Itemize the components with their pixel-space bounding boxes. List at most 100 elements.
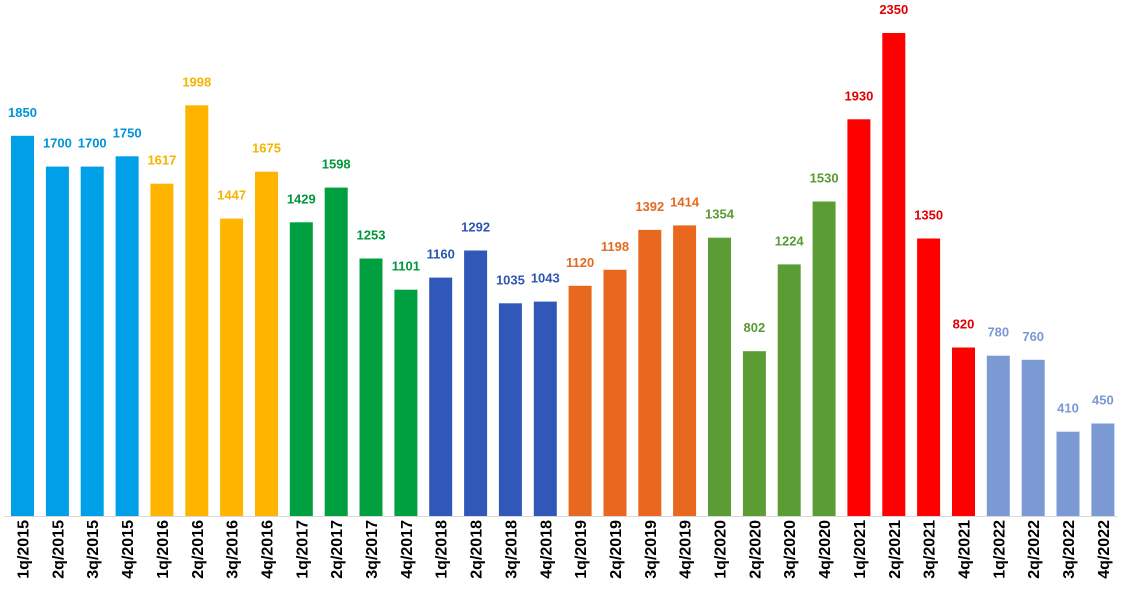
bar-1q-2020 [708,237,731,516]
x-tick-label-4q-2021: 4q/2021 [957,520,974,579]
x-axis-tick-labels: 1q/2015 2q/2015 3q/2015 4q/2015 1q/2016 2q/20… [16,520,1113,579]
x-tick-label-4q-2016: 4q/2016 [260,520,277,579]
x-tick-label-4q-2019: 4q/2019 [678,520,695,579]
data-label-3q-2020: 1224 [775,233,805,248]
data-labels-layer: 1850 1700 1700 1750 1617 1998 1447 1675 1429 1598… [8,2,1114,416]
bar-2q-2015 [45,166,69,516]
x-tick-label-2q-2017: 2q/2017 [329,520,346,579]
x-tick-label-1q-2020: 1q/2020 [713,520,730,579]
bar-2q-2019 [603,269,627,516]
bar-3q-2019 [638,229,662,516]
bar-2q-2020 [742,351,766,516]
data-label-2q-2021: 2350 [879,2,908,17]
x-tick-label-4q-2015: 4q/2015 [120,520,137,579]
data-label-1q-2021: 1930 [844,88,873,103]
data-label-3q-2019: 1392 [635,199,664,214]
bar-2q-2021 [882,33,906,516]
data-label-1q-2020: 1354 [705,207,735,222]
bar-1q-2017 [289,222,313,517]
x-tick-label-1q-2017: 1q/2017 [294,520,311,579]
data-label-2q-2019: 1198 [601,239,629,254]
x-tick-label-2q-2016: 2q/2016 [190,520,207,579]
data-label-4q-2020: 1530 [810,171,839,186]
bar-1q-2019 [568,285,592,516]
bar-2q-2022 [1021,359,1045,516]
data-label-3q-2017: 1253 [357,228,386,243]
data-label-3q-2021: 1350 [914,208,943,223]
x-tick-label-3q-2022: 3q/2022 [1061,520,1078,579]
bar-3q-2018 [498,303,522,516]
data-label-2q-2020: 802 [744,320,766,335]
bar-4q-2018 [533,301,557,516]
bar-1q-2018 [429,277,453,516]
data-label-1q-2019: 1120 [566,255,594,270]
x-tick-label-4q-2018: 4q/2018 [538,520,555,579]
bar-1q-2022 [986,355,1010,516]
data-label-4q-2017: 1101 [392,259,420,274]
x-tick-label-3q-2020: 3q/2020 [782,520,799,579]
data-label-4q-2021: 820 [953,317,975,332]
x-tick-label-3q-2015: 3q/2015 [85,520,102,579]
x-tick-label-3q-2018: 3q/2018 [503,520,520,579]
x-tick-label-3q-2021: 3q/2021 [922,520,939,579]
data-label-3q-2018: 1035 [496,272,525,287]
bar-2q-2016 [185,105,209,517]
x-tick-label-1q-2022: 1q/2022 [991,520,1008,579]
bar-3q-2017 [359,258,383,516]
x-tick-label-2q-2019: 2q/2019 [608,520,625,579]
x-tick-label-1q-2021: 1q/2021 [852,520,869,579]
data-label-2q-2015: 1700 [43,136,72,151]
x-tick-label-1q-2018: 1q/2018 [434,520,451,579]
bar-1q-2016 [150,183,174,516]
data-label-2q-2022: 760 [1022,329,1044,344]
x-tick-label-3q-2016: 3q/2016 [225,520,242,579]
x-tick-label-2q-2021: 2q/2021 [887,520,904,579]
data-label-1q-2016: 1617 [147,153,176,168]
data-label-3q-2015: 1700 [78,136,107,151]
bar-2q-2018 [464,250,488,516]
bar-1q-2021 [847,119,871,517]
x-tick-label-1q-2016: 1q/2016 [155,520,172,579]
data-label-4q-2022: 450 [1092,393,1114,408]
data-label-1q-2015: 1850 [8,105,37,120]
data-label-4q-2019: 1414 [670,194,700,209]
bar-3q-2015 [80,166,104,516]
data-label-4q-2016: 1675 [252,141,281,156]
x-tick-label-2q-2022: 2q/2022 [1026,520,1043,579]
bar-4q-2016 [255,171,278,516]
x-tick-label-1q-2019: 1q/2019 [573,520,590,579]
data-label-4q-2018: 1043 [531,271,560,286]
bars-layer [11,33,1115,517]
x-tick-label-4q-2020: 4q/2020 [817,520,834,579]
bar-4q-2022 [1091,423,1115,516]
data-label-2q-2016: 1998 [182,74,211,89]
data-label-3q-2022: 410 [1057,401,1079,416]
bar-3q-2020 [777,264,801,516]
data-label-1q-2017: 1429 [287,191,316,206]
data-label-2q-2017: 1598 [322,157,351,172]
bar-4q-2019 [673,225,697,516]
x-tick-label-2q-2018: 2q/2018 [469,520,486,579]
data-label-3q-2016: 1447 [217,188,246,203]
x-tick-label-4q-2022: 4q/2022 [1096,520,1113,579]
x-tick-label-2q-2015: 2q/2015 [50,520,67,579]
bar-4q-2020 [812,201,836,516]
bar-2q-2017 [324,187,348,516]
bar-3q-2021 [917,238,941,516]
bar-4q-2021 [952,347,975,516]
data-label-1q-2022: 780 [987,325,1009,340]
bar-3q-2022 [1056,431,1080,516]
data-label-1q-2018: 1160 [427,247,455,262]
bar-1q-2015 [11,135,34,517]
x-tick-label-3q-2019: 3q/2019 [643,520,660,579]
x-tick-label-3q-2017: 3q/2017 [364,520,381,579]
x-tick-label-2q-2020: 2q/2020 [747,520,764,579]
bar-4q-2015 [115,156,139,517]
bar-4q-2017 [394,289,418,516]
x-tick-label-1q-2015: 1q/2015 [16,520,33,579]
data-label-4q-2015: 1750 [113,125,142,140]
x-tick-label-4q-2017: 4q/2017 [399,520,416,579]
bar-3q-2016 [220,218,244,516]
data-label-2q-2018: 1292 [461,220,490,235]
